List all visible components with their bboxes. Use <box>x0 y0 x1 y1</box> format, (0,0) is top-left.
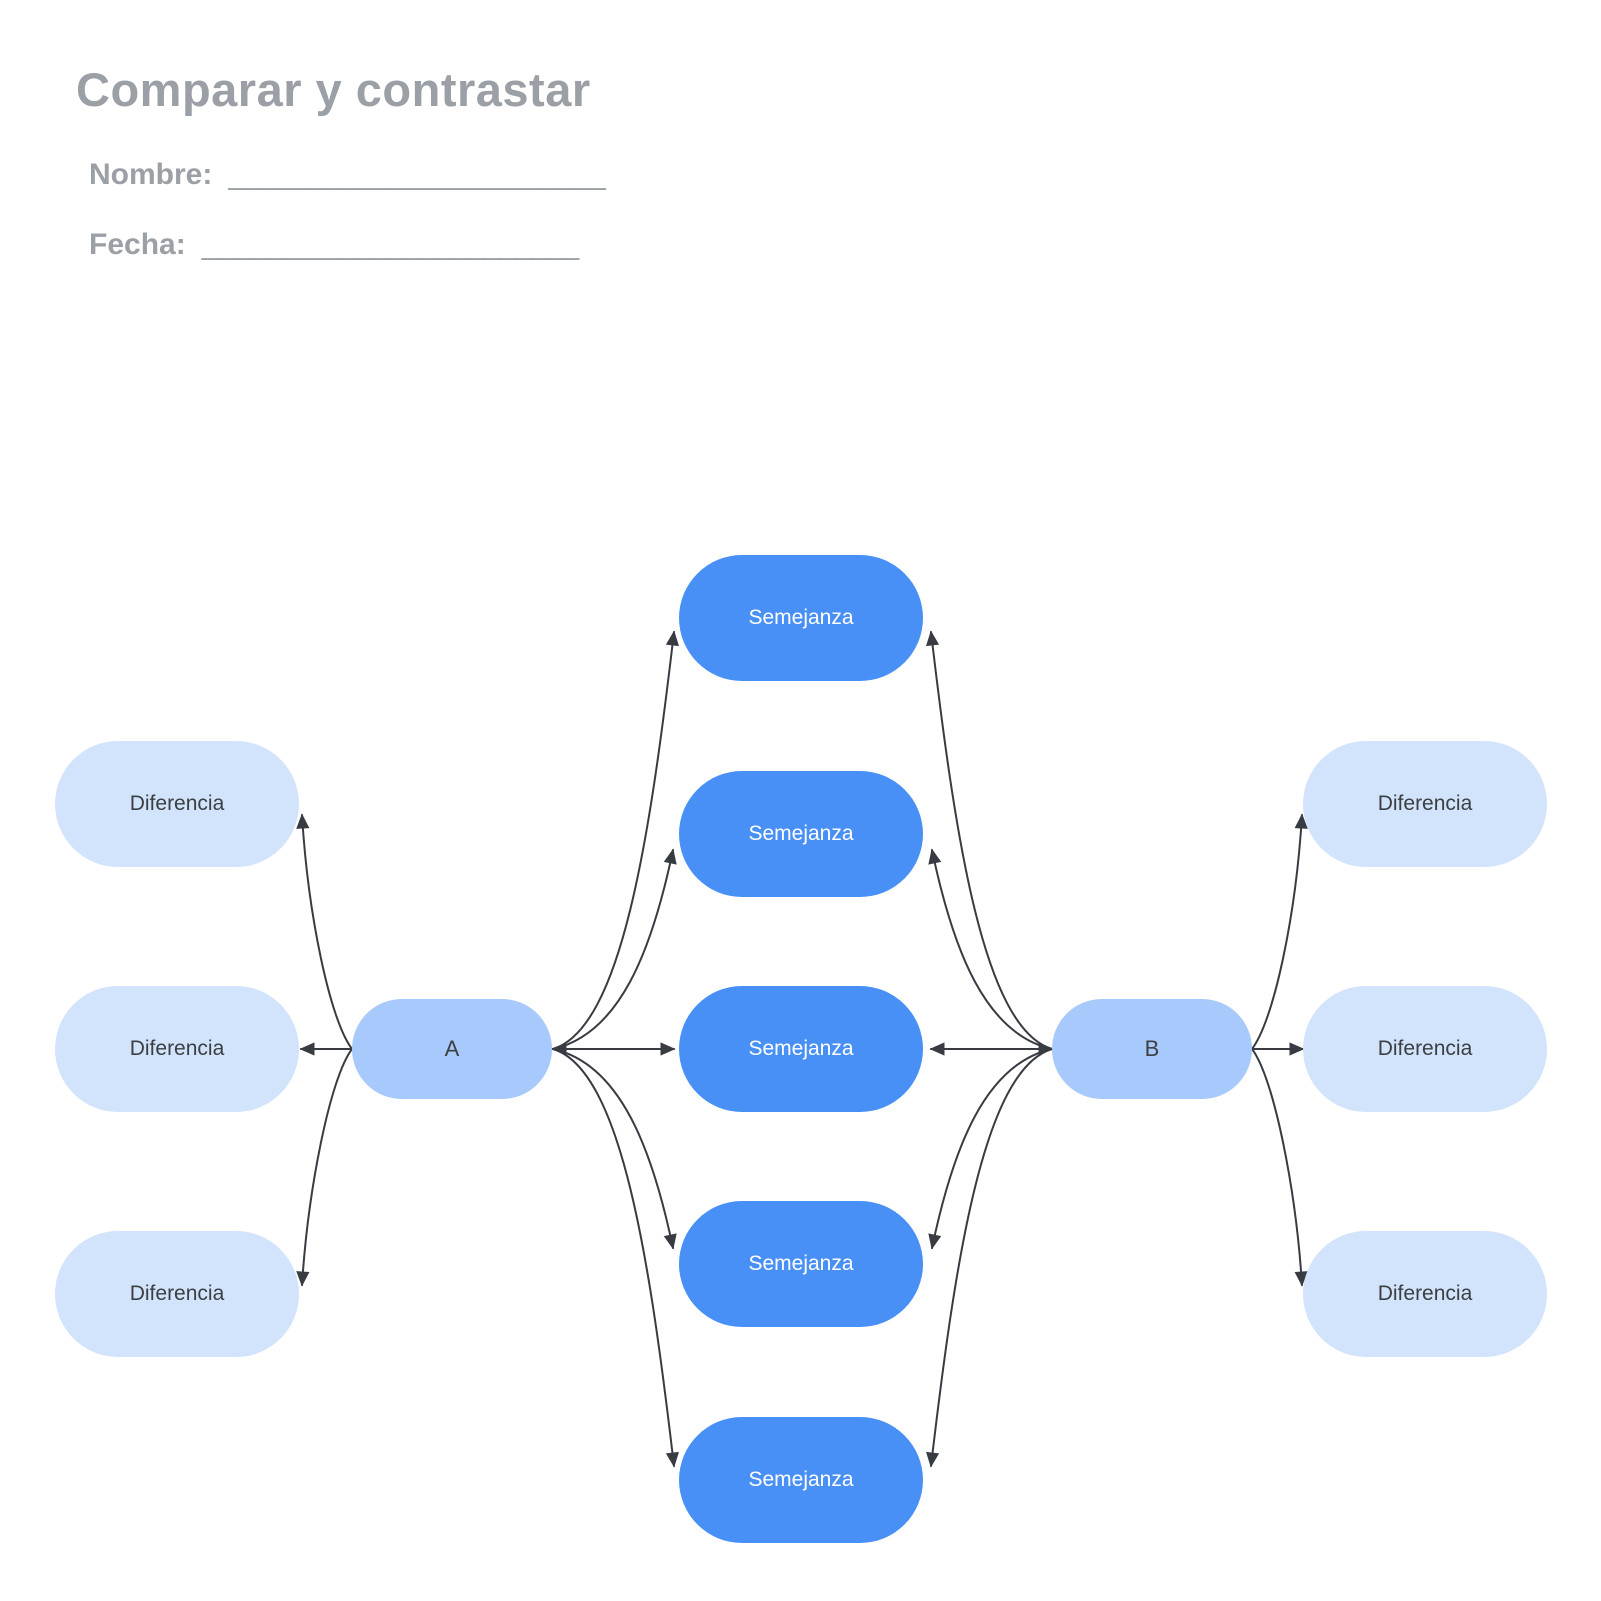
difference-label: Diferencia <box>129 1282 225 1305</box>
date-blank-line[interactable]: ________________________ <box>201 228 579 261</box>
connector-b-sim-4 <box>928 1048 1053 1250</box>
similarity-node-5[interactable]: Semejanza <box>679 1417 923 1543</box>
page-title: Comparar y contrastar <box>76 63 591 116</box>
difference-node-left-3[interactable]: Diferencia <box>55 1231 299 1357</box>
subject-b-label: B <box>1144 1036 1160 1061</box>
difference-node-left-1[interactable]: Diferencia <box>55 741 299 867</box>
similarity-node-4[interactable]: Semejanza <box>679 1201 923 1327</box>
connector-b-diff-right-3 <box>1251 1048 1308 1287</box>
difference-node-right-1[interactable]: Diferencia <box>1303 741 1547 867</box>
name-field-row: Nombre: ________________________ <box>89 158 606 192</box>
connector-a-sim-1 <box>552 630 679 1050</box>
date-label: Fecha: <box>89 228 186 261</box>
similarity-label: Semejanza <box>748 1037 854 1060</box>
difference-label: Diferencia <box>129 792 225 815</box>
connector-a-diff-left-1 <box>296 813 353 1050</box>
similarity-label: Semejanza <box>748 606 854 629</box>
subject-a-label: A <box>444 1036 460 1061</box>
similarity-label: Semejanza <box>748 822 854 845</box>
connector-a-sim-2 <box>552 848 677 1050</box>
connector-a-sim-4 <box>552 1048 677 1250</box>
connector-b-sim-1 <box>926 630 1053 1050</box>
similarity-label: Semejanza <box>748 1252 854 1275</box>
difference-label: Diferencia <box>129 1037 225 1060</box>
subject-b-node[interactable]: B <box>1052 999 1252 1099</box>
connector-b-sim-2 <box>928 848 1053 1050</box>
date-field-row: Fecha: ________________________ <box>89 228 579 262</box>
connector-b-sim-5 <box>926 1048 1053 1468</box>
similarity-node-2[interactable]: Semejanza <box>679 771 923 897</box>
similarity-node-3[interactable]: Semejanza <box>679 986 923 1112</box>
similarity-label: Semejanza <box>748 1468 854 1491</box>
difference-node-right-2[interactable]: Diferencia <box>1303 986 1547 1112</box>
connector-a-diff-left-3 <box>296 1048 353 1287</box>
difference-label: Diferencia <box>1377 1282 1473 1305</box>
connector-a-sim-5 <box>552 1048 679 1468</box>
difference-label: Diferencia <box>1377 792 1473 815</box>
difference-node-right-3[interactable]: Diferencia <box>1303 1231 1547 1357</box>
subject-a-node[interactable]: A <box>352 999 552 1099</box>
name-label: Nombre: <box>89 158 213 191</box>
difference-label: Diferencia <box>1377 1037 1473 1060</box>
similarity-node-1[interactable]: Semejanza <box>679 555 923 681</box>
name-blank-line[interactable]: ________________________ <box>228 158 605 191</box>
connector-b-diff-right-1 <box>1251 813 1308 1050</box>
difference-node-left-2[interactable]: Diferencia <box>55 986 299 1112</box>
